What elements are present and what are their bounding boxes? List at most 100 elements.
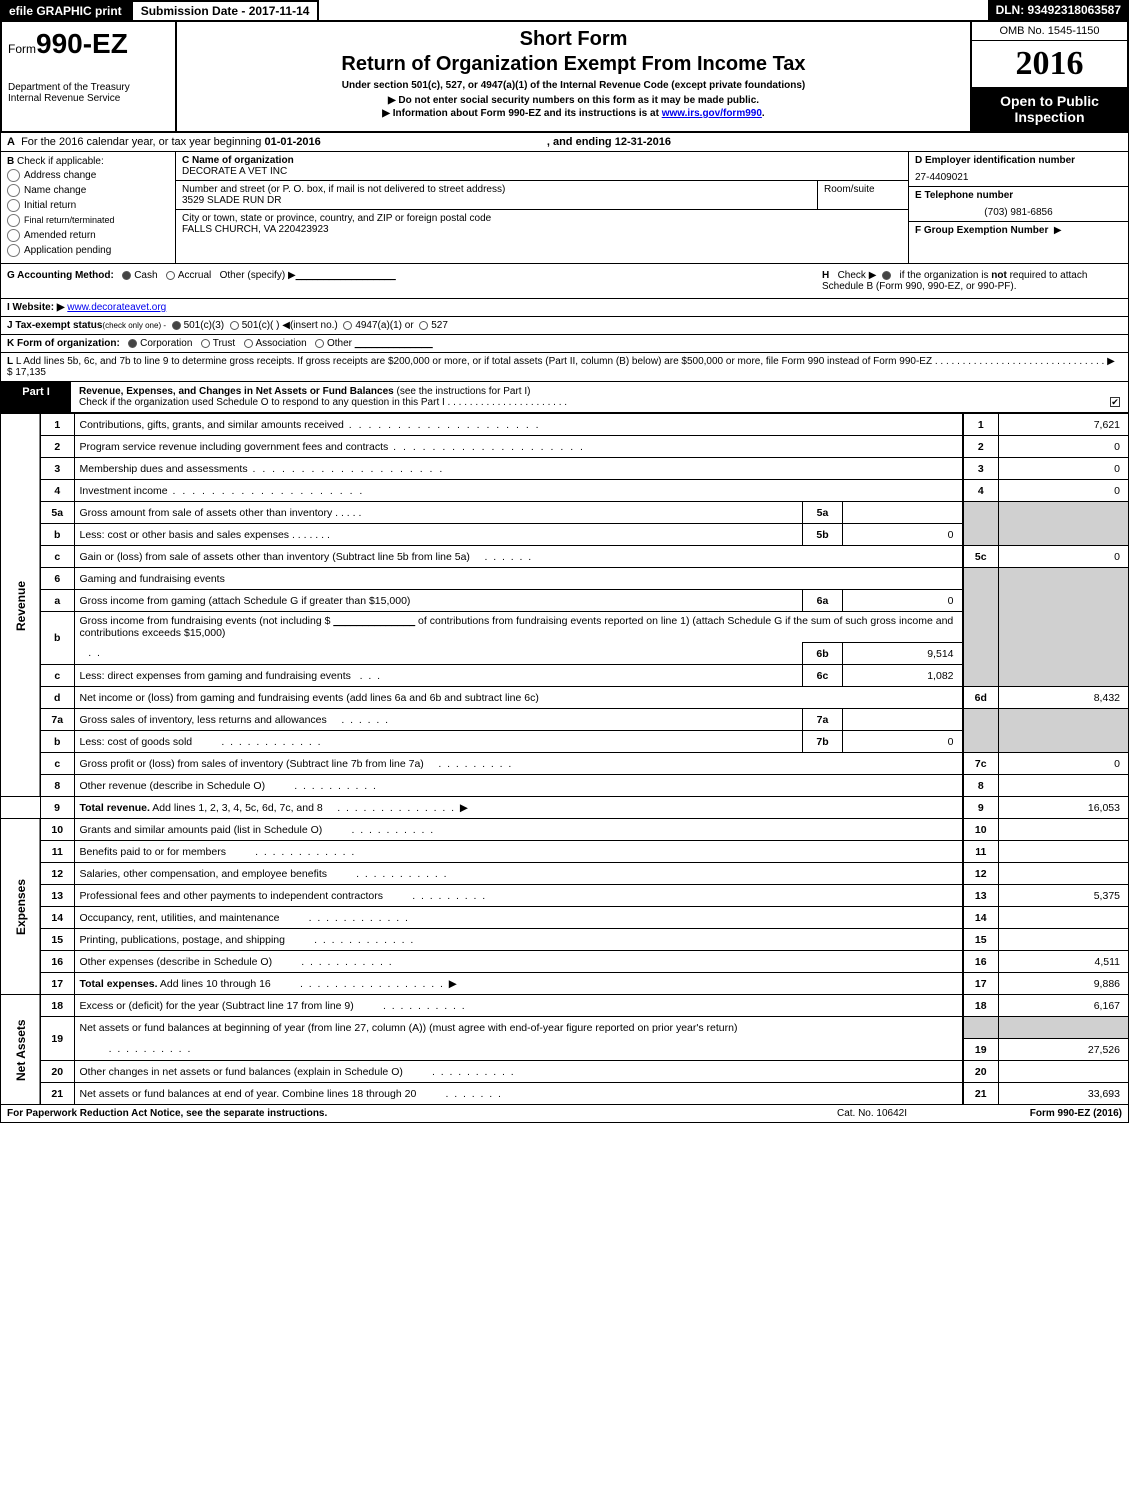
column-d: D Employer identification number 27-4409… — [908, 152, 1128, 263]
line-13: 13 Professional fees and other payments … — [1, 885, 1129, 907]
val-11 — [999, 841, 1129, 863]
ln-2: 2 — [40, 436, 74, 458]
line-8: 8 Other revenue (describe in Schedule O)… — [1, 775, 1129, 797]
num-14: 14 — [963, 907, 999, 929]
sval-7a — [843, 709, 963, 731]
desc-10: Grants and similar amounts paid (list in… — [74, 819, 963, 841]
val-2: 0 — [999, 436, 1129, 458]
h-not: not — [991, 270, 1007, 281]
form-number-box: Form990-EZ Department of the Treasury In… — [2, 22, 177, 131]
desc-3-text: Membership dues and assessments — [80, 463, 445, 475]
sval-6a: 0 — [843, 590, 963, 612]
ein-cell: D Employer identification number 27-4409… — [909, 152, 1128, 187]
desc-6c-text: Less: direct expenses from gaming and fu… — [80, 670, 351, 682]
line-5a: 5a Gross amount from sale of assets othe… — [1, 502, 1129, 524]
efile-print-button[interactable]: efile GRAPHIC print — [0, 0, 131, 22]
j-o4: 527 — [431, 320, 448, 331]
ln-3: 3 — [40, 458, 74, 480]
radio-initial-return[interactable] — [7, 199, 20, 212]
line-3: 3 Membership dues and assessments 3 0 — [1, 458, 1129, 480]
opt-initial-return[interactable]: Initial return — [7, 199, 169, 212]
schedule-o-checkbox[interactable] — [1110, 397, 1120, 407]
sval-6c: 1,082 — [843, 665, 963, 687]
sval-5b: 0 — [843, 524, 963, 546]
num-5c: 5c — [963, 546, 999, 568]
line-6b-1: b Gross income from fundraising events (… — [1, 612, 1129, 643]
num-21: 21 — [963, 1083, 999, 1105]
opt-name-change[interactable]: Name change — [7, 184, 169, 197]
radio-527[interactable] — [419, 321, 428, 330]
opt-address-change-label: Address change — [24, 170, 96, 181]
desc-6: Gaming and fundraising events — [74, 568, 963, 590]
desc-13: Professional fees and other payments to … — [74, 885, 963, 907]
l-dots: . . . . . . . . . . . . . . . . . . . . … — [935, 356, 1115, 367]
num-4: 4 — [963, 480, 999, 502]
num-10: 10 — [963, 819, 999, 841]
radio-amended-return[interactable] — [7, 229, 20, 242]
opt-application-pending-label: Application pending — [24, 245, 111, 256]
line-21: 21 Net assets or fund balances at end of… — [1, 1083, 1129, 1105]
cash-label: Cash — [134, 270, 157, 281]
opt-address-change[interactable]: Address change — [7, 169, 169, 182]
opt-application-pending[interactable]: Application pending — [7, 244, 169, 257]
desc-3: Membership dues and assessments — [74, 458, 963, 480]
row-h: H Check ▶ if the organization is not req… — [822, 270, 1122, 292]
radio-trust[interactable] — [201, 339, 210, 348]
radio-association[interactable] — [244, 339, 253, 348]
radio-501c3[interactable] — [172, 321, 181, 330]
city-label: City or town, state or province, country… — [182, 213, 491, 224]
website-link[interactable]: www.decorateavet.org — [67, 302, 166, 313]
desc-7c: Gross profit or (loss) from sales of inv… — [74, 753, 963, 775]
radio-name-change[interactable] — [7, 184, 20, 197]
radio-cash[interactable] — [122, 271, 131, 280]
radio-other-org[interactable] — [315, 339, 324, 348]
open-line1: Open to Public — [1000, 93, 1099, 109]
grey-19v — [999, 1017, 1129, 1039]
form-990ez: 990-EZ — [36, 28, 128, 59]
sval-5a — [843, 502, 963, 524]
h-checkbox[interactable] — [882, 271, 891, 280]
line-6: 6 Gaming and fundraising events — [1, 568, 1129, 590]
desc-17-text: Add lines 10 through 16 — [158, 978, 271, 990]
radio-final-return[interactable] — [7, 214, 20, 227]
dln-label: DLN: 93492318063587 — [988, 0, 1129, 22]
line-14: 14 Occupancy, rent, utilities, and maint… — [1, 907, 1129, 929]
val-15 — [999, 929, 1129, 951]
footer-center: Cat. No. 10642I — [782, 1108, 962, 1119]
desc-7c-text: Gross profit or (loss) from sales of inv… — [80, 758, 424, 770]
omb-number: OMB No. 1545-1150 — [972, 22, 1127, 41]
sec-spacer-9 — [1, 797, 41, 819]
val-6d: 8,432 — [999, 687, 1129, 709]
accrual-label: Accrual — [178, 270, 211, 281]
desc-6d: Net income or (loss) from gaming and fun… — [74, 687, 963, 709]
open-to-public: Open to Public Inspection — [972, 87, 1127, 131]
addr-label: Number and street (or P. O. box, if mail… — [182, 184, 505, 195]
desc-6b-2: . . — [74, 643, 803, 665]
radio-address-change[interactable] — [7, 169, 20, 182]
desc-6c: Less: direct expenses from gaming and fu… — [74, 665, 803, 687]
radio-501c[interactable] — [230, 321, 239, 330]
desc-21-text: Net assets or fund balances at end of ye… — [80, 1088, 417, 1100]
footer-left: For Paperwork Reduction Act Notice, see … — [7, 1108, 782, 1119]
radio-4947[interactable] — [343, 321, 352, 330]
radio-corporation[interactable] — [128, 339, 137, 348]
irs-link[interactable]: www.irs.gov/form990 — [662, 108, 762, 119]
line-1: Revenue 1 Contributions, gifts, grants, … — [1, 414, 1129, 436]
tax-year: 2016 — [972, 41, 1127, 87]
ln-12: 12 — [40, 863, 74, 885]
desc-11-text: Benefits paid to or for members — [80, 846, 226, 858]
ln-7c: c — [40, 753, 74, 775]
ln-17: 17 — [40, 973, 74, 995]
desc-5c: Gain or (loss) from sale of assets other… — [74, 546, 963, 568]
dept-line1: Department of the Treasury — [8, 82, 169, 93]
part-i-title: Revenue, Expenses, and Changes in Net As… — [79, 386, 394, 397]
desc-12: Salaries, other compensation, and employ… — [74, 863, 963, 885]
ln-18: 18 — [40, 995, 74, 1017]
opt-amended-return[interactable]: Amended return — [7, 229, 169, 242]
radio-accrual[interactable] — [166, 271, 175, 280]
page-footer: For Paperwork Reduction Act Notice, see … — [0, 1105, 1129, 1123]
desc-20: Other changes in net assets or fund bala… — [74, 1061, 963, 1083]
j-small: (check only one) - — [102, 321, 166, 330]
radio-application-pending[interactable] — [7, 244, 20, 257]
opt-final-return[interactable]: Final return/terminated — [7, 214, 169, 227]
